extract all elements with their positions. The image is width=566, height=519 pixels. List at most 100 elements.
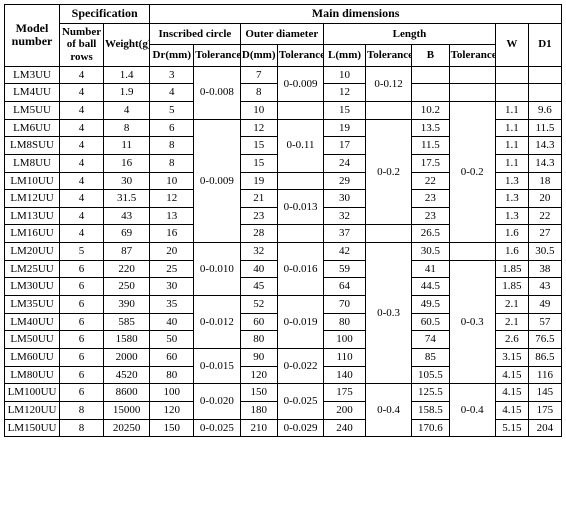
cell-ball-rows: 6	[60, 366, 104, 384]
cell-model: LM16UU	[5, 225, 60, 243]
cell-d: 23	[240, 207, 277, 225]
cell-model: LM40UU	[5, 313, 60, 331]
cell-weight: 15000	[104, 401, 150, 419]
cell-model: LM20UU	[5, 243, 60, 261]
cell-b: 60.5	[412, 313, 449, 331]
cell-model: LM10UU	[5, 172, 60, 190]
cell-l: 30	[324, 190, 366, 208]
cell-dr: 20	[150, 243, 194, 261]
cell-ball-rows: 6	[60, 348, 104, 366]
cell-weight: 8600	[104, 384, 150, 402]
cell-b: 158.5	[412, 401, 449, 419]
cell-d: 45	[240, 278, 277, 296]
cell-d1: 57	[528, 313, 561, 331]
cell-d: 8	[240, 84, 277, 102]
cell-w: 1.85	[495, 278, 528, 296]
cell-d: 90	[240, 348, 277, 366]
cell-d1	[528, 84, 561, 102]
cell-l: 110	[324, 348, 366, 366]
cell-d1: 175	[528, 401, 561, 419]
cell-d1: 30.5	[528, 243, 561, 261]
cell-ball-rows: 8	[60, 401, 104, 419]
cell-ball-rows: 4	[60, 137, 104, 155]
cell-dr: 80	[150, 366, 194, 384]
cell-w: 2.1	[495, 313, 528, 331]
cell-ball-rows: 4	[60, 154, 104, 172]
cell-w: 5.15	[495, 419, 528, 437]
cell-weight: 1580	[104, 331, 150, 349]
cell-b: 125.5	[412, 384, 449, 402]
cell-d-tol	[277, 102, 323, 120]
cell-weight: 250	[104, 278, 150, 296]
cell-d1: 18	[528, 172, 561, 190]
cell-model: LM8UU	[5, 154, 60, 172]
table-row: LM20UU587200-0.010320-0.016420-0.330.51.…	[5, 243, 562, 261]
cell-d: 180	[240, 401, 277, 419]
cell-w: 2.6	[495, 331, 528, 349]
table-header: Model number Specification Main dimensio…	[5, 5, 562, 67]
table-row: LM5UU445101510.20-0.21.19.6	[5, 102, 562, 120]
cell-b	[412, 66, 449, 84]
cell-d: 21	[240, 190, 277, 208]
cell-model: LM80UU	[5, 366, 60, 384]
cell-dr: 13	[150, 207, 194, 225]
cell-b: 41	[412, 260, 449, 278]
cell-d-tol: 0-0.016	[277, 243, 323, 296]
cell-weight: 31.5	[104, 190, 150, 208]
cell-dr: 50	[150, 331, 194, 349]
cell-d1	[528, 66, 561, 84]
col-group-outer-diam: Outer diameter	[240, 23, 324, 44]
cell-w: 4.15	[495, 366, 528, 384]
cell-dr: 30	[150, 278, 194, 296]
cell-d: 40	[240, 260, 277, 278]
cell-b	[412, 84, 449, 102]
cell-d-tol: 0-0.013	[277, 190, 323, 225]
col-w: W	[495, 23, 528, 66]
cell-w: 2.1	[495, 296, 528, 314]
table-row: LM100UU686001000-0.0201500-0.0251750-0.4…	[5, 384, 562, 402]
cell-l: 42	[324, 243, 366, 261]
cell-l: 32	[324, 207, 366, 225]
cell-dr-tol: 0-0.015	[194, 348, 240, 383]
cell-d: 150	[240, 384, 277, 402]
cell-d: 7	[240, 66, 277, 84]
col-group-main-dimensions: Main dimensions	[150, 5, 562, 24]
cell-b: 11.5	[412, 137, 449, 155]
cell-weight: 1.9	[104, 84, 150, 102]
cell-d: 15	[240, 154, 277, 172]
cell-dr-tol: 0-0.020	[194, 384, 240, 419]
cell-l: 70	[324, 296, 366, 314]
cell-weight: 2000	[104, 348, 150, 366]
cell-weight: 1.4	[104, 66, 150, 84]
cell-w: 1.1	[495, 119, 528, 137]
cell-model: LM35UU	[5, 296, 60, 314]
cell-d1: 14.3	[528, 154, 561, 172]
cell-dr: 3	[150, 66, 194, 84]
cell-d1: 43	[528, 278, 561, 296]
cell-l: 59	[324, 260, 366, 278]
cell-l: 10	[324, 66, 366, 84]
cell-model: LM4UU	[5, 84, 60, 102]
cell-d1: 49	[528, 296, 561, 314]
cell-ball-rows: 4	[60, 66, 104, 84]
cell-d-tol: 0-0.025	[277, 384, 323, 419]
cell-weight: 20250	[104, 419, 150, 437]
cell-ball-rows: 5	[60, 243, 104, 261]
cell-weight: 4520	[104, 366, 150, 384]
cell-ball-rows: 4	[60, 172, 104, 190]
cell-model: LM100UU	[5, 384, 60, 402]
col-group-specification: Specification	[60, 5, 150, 24]
cell-w: 1.3	[495, 190, 528, 208]
col-weight: Weight(g)	[104, 23, 150, 66]
col-b-tol: Tolerance	[449, 45, 495, 66]
cell-w: 1.3	[495, 207, 528, 225]
cell-d1: 11.5	[528, 119, 561, 137]
cell-l: 37	[324, 225, 366, 243]
cell-d-tol: 0-0.009	[277, 66, 323, 101]
cell-b: 10.2	[412, 102, 449, 120]
col-dr-mm: Dr(mm)	[150, 45, 194, 66]
cell-d: 10	[240, 102, 277, 120]
cell-d: 120	[240, 366, 277, 384]
cell-b: 105.5	[412, 366, 449, 384]
cell-dr-tol: 0-0.010	[194, 243, 240, 296]
